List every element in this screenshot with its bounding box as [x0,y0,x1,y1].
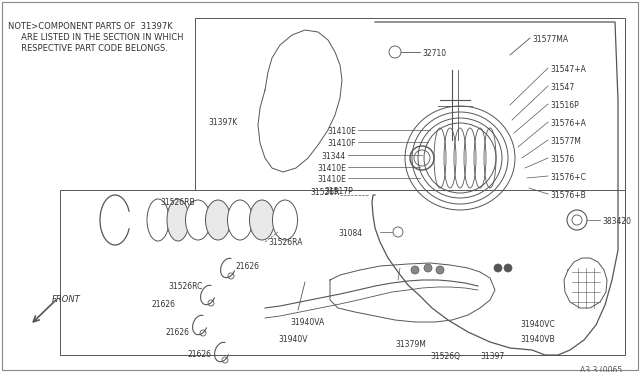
Text: 31084: 31084 [338,229,362,238]
Text: 21626: 21626 [165,328,189,337]
Text: 31397K: 31397K [208,118,237,127]
Text: RESPECTIVE PART CODE BELONGS.: RESPECTIVE PART CODE BELONGS. [8,44,168,53]
Text: 21626: 21626 [188,350,212,359]
Text: 21626: 21626 [152,300,176,309]
Text: 31940VC: 31940VC [520,320,555,329]
Text: 31577MA: 31577MA [532,35,568,44]
Ellipse shape [147,199,169,241]
Circle shape [411,266,419,274]
Ellipse shape [273,200,298,240]
Text: 31576+B: 31576+B [550,191,586,200]
Text: 31410E: 31410E [317,175,346,184]
Circle shape [494,264,502,272]
Text: 31526Q: 31526Q [430,352,460,361]
Text: 31576+C: 31576+C [550,173,586,182]
Text: 32710: 32710 [422,49,446,58]
Text: 31410E: 31410E [317,164,346,173]
Text: 31410E: 31410E [327,127,356,136]
Circle shape [436,266,444,274]
Text: 31940VA: 31940VA [290,318,324,327]
Text: NOTE>COMPONENT PARTS OF  31397K: NOTE>COMPONENT PARTS OF 31397K [8,22,173,31]
Text: 31344: 31344 [322,152,346,161]
Text: 31940VB: 31940VB [520,335,555,344]
Text: 31379M: 31379M [395,340,426,349]
Bar [195,18,625,195]
Text: 31526RB: 31526RB [161,198,195,207]
Ellipse shape [167,199,189,241]
Text: 31576+A: 31576+A [550,119,586,128]
Text: 31576: 31576 [550,155,574,164]
Text: 31547+A: 31547+A [550,65,586,74]
Ellipse shape [227,200,253,240]
Circle shape [424,264,432,272]
Text: 31517P: 31517P [324,187,353,196]
Text: ARE LISTED IN THE SECTION IN WHICH: ARE LISTED IN THE SECTION IN WHICH [8,33,184,42]
Text: 21626: 21626 [235,262,259,271]
Ellipse shape [250,200,275,240]
Text: A3 3 (0065: A3 3 (0065 [580,366,622,372]
Text: 31526RC: 31526RC [168,282,202,291]
Text: 31526R: 31526R [310,188,340,197]
Bar [60,190,625,355]
Text: 383420: 383420 [602,217,631,226]
Text: 31547: 31547 [550,83,574,92]
Text: 31397: 31397 [480,352,504,361]
Circle shape [504,264,512,272]
Text: 31577M: 31577M [550,137,581,146]
Text: 31410F: 31410F [328,139,356,148]
Text: 31940V: 31940V [278,335,307,344]
Text: 31526RA: 31526RA [268,238,303,247]
Text: 31516P: 31516P [550,101,579,110]
Ellipse shape [186,200,211,240]
Text: FRONT: FRONT [52,295,81,304]
Ellipse shape [205,200,230,240]
